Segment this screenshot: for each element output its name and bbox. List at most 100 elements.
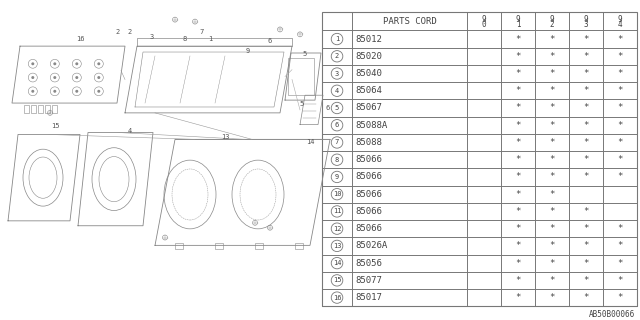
Text: *: * (515, 241, 521, 250)
Text: *: * (549, 224, 555, 233)
Text: 85064: 85064 (355, 86, 382, 95)
Text: 14: 14 (333, 260, 341, 266)
Text: *: * (549, 293, 555, 302)
Text: 85066: 85066 (355, 207, 382, 216)
Text: *: * (515, 121, 521, 130)
Circle shape (97, 90, 100, 93)
Text: *: * (618, 224, 623, 233)
Text: 11: 11 (333, 208, 341, 214)
Text: 4: 4 (335, 88, 339, 94)
Text: 85077: 85077 (355, 276, 382, 285)
Text: 8: 8 (335, 157, 339, 163)
Text: 9: 9 (246, 48, 250, 54)
Text: *: * (549, 259, 555, 268)
Circle shape (76, 90, 78, 93)
Text: 1: 1 (208, 36, 212, 42)
Text: *: * (618, 35, 623, 44)
Text: PARTS CORD: PARTS CORD (383, 17, 436, 26)
Text: *: * (549, 190, 555, 199)
Text: *: * (549, 155, 555, 164)
Text: 85017: 85017 (355, 293, 382, 302)
Text: *: * (515, 190, 521, 199)
Text: 85040: 85040 (355, 69, 382, 78)
Text: *: * (618, 138, 623, 147)
Circle shape (53, 62, 56, 65)
Text: 1: 1 (335, 36, 339, 42)
Text: *: * (549, 86, 555, 95)
Text: *: * (515, 103, 521, 113)
Text: 4: 4 (618, 20, 622, 28)
Circle shape (31, 62, 35, 65)
Text: *: * (583, 207, 589, 216)
Text: *: * (549, 241, 555, 250)
Text: *: * (549, 35, 555, 44)
Text: 0: 0 (482, 20, 486, 28)
Bar (288, 58, 314, 95)
Text: *: * (583, 138, 589, 147)
Text: 12: 12 (333, 226, 341, 232)
Text: 3: 3 (150, 34, 154, 40)
Text: *: * (549, 207, 555, 216)
Text: 9: 9 (584, 15, 588, 24)
Text: 3: 3 (584, 20, 588, 28)
Text: 85020: 85020 (355, 52, 382, 61)
Text: 2: 2 (128, 29, 132, 35)
Bar (45, 105, 51, 113)
Text: *: * (618, 172, 623, 181)
Text: *: * (549, 276, 555, 285)
Text: 5: 5 (300, 101, 304, 107)
Text: 85066: 85066 (355, 172, 382, 181)
Text: *: * (515, 86, 521, 95)
Text: *: * (583, 276, 589, 285)
Text: 85067: 85067 (355, 103, 382, 113)
Text: 7: 7 (335, 140, 339, 146)
Circle shape (53, 76, 56, 79)
Text: *: * (583, 241, 589, 250)
Text: *: * (583, 52, 589, 61)
Text: *: * (549, 172, 555, 181)
Text: 85012: 85012 (355, 35, 382, 44)
Text: *: * (583, 293, 589, 302)
Text: *: * (515, 69, 521, 78)
Bar (31, 105, 36, 113)
Text: *: * (583, 259, 589, 268)
Text: AB50B00066: AB50B00066 (589, 310, 635, 319)
Text: *: * (549, 138, 555, 147)
Circle shape (97, 76, 100, 79)
Circle shape (31, 76, 35, 79)
Text: *: * (515, 293, 521, 302)
Text: 13: 13 (221, 134, 229, 140)
Text: 85066: 85066 (355, 155, 382, 164)
Text: 15: 15 (51, 123, 60, 129)
Text: 8: 8 (183, 36, 187, 42)
Text: 9: 9 (335, 174, 339, 180)
Text: 85088: 85088 (355, 138, 382, 147)
Bar (255, 244, 263, 249)
Text: 5: 5 (303, 51, 307, 57)
Text: 85066: 85066 (355, 190, 382, 199)
Text: 6: 6 (326, 105, 330, 111)
Text: 7: 7 (200, 29, 204, 35)
Circle shape (76, 76, 78, 79)
Text: 85056: 85056 (355, 259, 382, 268)
Text: 2: 2 (550, 20, 554, 28)
Text: 16: 16 (76, 36, 84, 42)
Circle shape (53, 90, 56, 93)
Text: *: * (549, 69, 555, 78)
Text: *: * (515, 138, 521, 147)
Text: 9: 9 (516, 15, 520, 24)
Text: 6: 6 (268, 38, 272, 44)
Text: 2: 2 (116, 29, 120, 36)
Text: *: * (583, 155, 589, 164)
Text: *: * (549, 52, 555, 61)
Text: 14: 14 (306, 139, 314, 145)
Circle shape (97, 62, 100, 65)
Text: *: * (583, 224, 589, 233)
Text: *: * (618, 86, 623, 95)
Text: *: * (515, 224, 521, 233)
Text: 9: 9 (482, 15, 486, 24)
Text: *: * (583, 69, 589, 78)
Text: *: * (583, 86, 589, 95)
Text: 6: 6 (335, 122, 339, 128)
Text: 5: 5 (335, 105, 339, 111)
